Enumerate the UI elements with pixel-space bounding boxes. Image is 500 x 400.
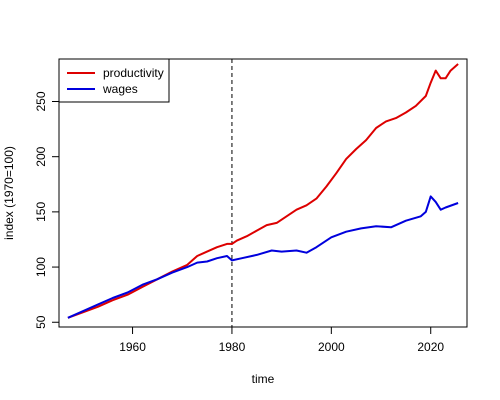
y-tick-label: 150 [34,202,48,222]
y-axis: 50 100 150 200 250 [34,91,59,329]
series-layer [67,63,459,319]
y-tick-label: 250 [34,91,48,111]
legend: productivity wages [58,58,170,103]
y-tick-label: 50 [34,315,48,329]
x-tick-label: 1980 [219,340,246,354]
y-tick-label: 200 [34,146,48,166]
legend-label-wages: wages [102,82,138,96]
y-axis-title: index (1970=100) [2,146,16,240]
plot-box [58,58,468,328]
legend-box [58,58,170,103]
y-tick-label: 100 [34,257,48,277]
x-axis: 1960 1980 2000 2020 [119,327,444,354]
x-tick-label: 2020 [417,340,444,354]
x-tick-label: 1960 [119,340,146,354]
x-axis-title: time [252,372,275,386]
series-line-wages [67,195,459,319]
legend-label-productivity: productivity [103,66,164,80]
x-tick-label: 2000 [318,340,345,354]
